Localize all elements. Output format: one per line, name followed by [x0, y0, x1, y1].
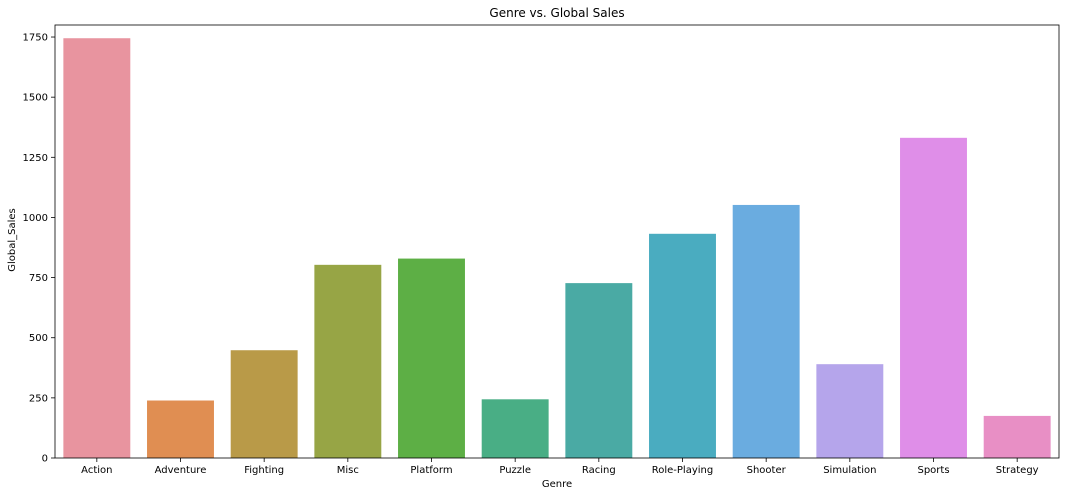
- bar-simulation: [816, 364, 884, 458]
- y-tick-label: 500: [29, 333, 48, 344]
- y-tick-label: 250: [29, 393, 48, 404]
- plot-frame: [54, 24, 1060, 459]
- x-tick-label: Shooter: [747, 465, 787, 476]
- x-tick-label: Strategy: [996, 465, 1039, 476]
- y-tick-label: 1750: [23, 33, 48, 44]
- y-axis: 0 250 500 750 1000 1250 1500 1750: [23, 33, 55, 465]
- y-tick-label: 1000: [23, 213, 48, 224]
- x-tick-label: Action: [81, 465, 112, 476]
- bar-shooter: [732, 204, 800, 458]
- bar-adventure: [147, 400, 214, 458]
- chart-title: Genre vs. Global Sales: [489, 6, 624, 20]
- bar-puzzle: [481, 399, 549, 458]
- x-tick-label: Sports: [917, 465, 949, 476]
- bar-role-playing: [649, 233, 716, 458]
- bar-racing: [565, 283, 633, 458]
- x-tick-label: Platform: [410, 465, 452, 476]
- bar-action: [63, 38, 131, 458]
- x-tick-label: Racing: [582, 465, 616, 476]
- y-tick-label: 750: [29, 273, 48, 284]
- y-tick-label: 1250: [23, 153, 48, 164]
- y-tick-label: 1500: [23, 93, 48, 104]
- bar-misc: [314, 264, 382, 458]
- x-axis: Action Adventure Fighting Misc Platform Puzzl…: [81, 458, 1039, 476]
- y-tick-label: 0: [42, 454, 48, 465]
- y-axis-title: Global_Sales: [7, 208, 18, 272]
- x-tick-label: Adventure: [155, 465, 207, 476]
- x-tick-label: Simulation: [823, 465, 876, 476]
- x-tick-label: Role-Playing: [652, 465, 713, 476]
- x-tick-label: Fighting: [244, 465, 284, 476]
- bar-platform: [398, 258, 465, 458]
- bar-sports: [900, 137, 967, 458]
- bar-fighting: [230, 350, 298, 458]
- bars-group: [63, 38, 1051, 458]
- x-axis-title: Genre: [542, 479, 572, 490]
- x-tick-label: Puzzle: [499, 465, 531, 476]
- bar-strategy: [983, 415, 1051, 458]
- x-tick-label: Misc: [337, 465, 359, 476]
